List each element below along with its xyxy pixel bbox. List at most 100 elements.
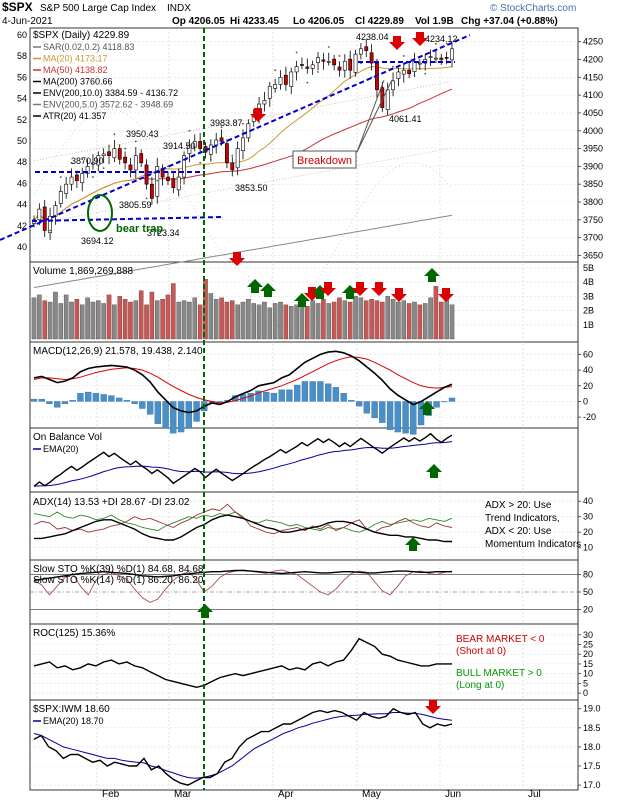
candle-body bbox=[278, 77, 283, 85]
sar-dot bbox=[370, 76, 373, 79]
header-high: Hi 4233.45 bbox=[230, 16, 279, 27]
macd-histogram-bar bbox=[317, 381, 324, 402]
atr-axis-tick-label: 46 bbox=[17, 178, 27, 188]
macd-histogram-bar bbox=[340, 393, 347, 402]
price-legend-entry: ATR(20) 41.357 bbox=[43, 111, 106, 121]
volume-bar bbox=[122, 299, 128, 340]
ratio-legend-entry: EMA(20) 18.70 bbox=[43, 716, 104, 726]
sar-dot bbox=[231, 154, 234, 157]
volume-bar bbox=[401, 300, 407, 340]
volume-bar bbox=[251, 303, 256, 340]
header-symbol: $SPX bbox=[2, 0, 33, 14]
atr-axis-tick-label: 56 bbox=[17, 72, 27, 82]
macd-histogram-bar bbox=[371, 401, 378, 419]
x-tick-label: Apr bbox=[278, 789, 294, 800]
volume-bar bbox=[224, 301, 230, 340]
down-arrow-icon bbox=[438, 288, 454, 302]
sar-dot bbox=[220, 126, 223, 129]
candle-body bbox=[112, 148, 117, 159]
up-arrow-icon bbox=[197, 604, 213, 618]
candle-body bbox=[176, 176, 181, 191]
obv-legend-entry: EMA(20) bbox=[43, 444, 79, 454]
macd-axis-tick-label: 40 bbox=[583, 365, 593, 375]
volume-bar bbox=[369, 299, 374, 340]
volume-bar bbox=[117, 296, 122, 340]
macd-histogram-bar bbox=[263, 391, 270, 402]
roc-note: (Long at 0) bbox=[456, 680, 504, 691]
volume-bar bbox=[272, 303, 278, 340]
candle-body bbox=[101, 153, 106, 156]
macd-histogram-bar bbox=[115, 397, 123, 402]
volume-bar bbox=[396, 301, 401, 340]
volume-bar bbox=[374, 300, 380, 340]
header-exchange: INDX bbox=[167, 3, 191, 14]
volume-bar bbox=[192, 297, 198, 340]
sto-axis-tick-label: 50 bbox=[583, 587, 593, 597]
price-axis-tick-label: 3800 bbox=[583, 197, 603, 207]
candle-body bbox=[107, 151, 111, 156]
adx-axis-tick-label: 30 bbox=[583, 512, 593, 522]
candle-body bbox=[219, 137, 224, 142]
sar-dot bbox=[413, 74, 416, 77]
price-annotation: 4061.41 bbox=[389, 114, 422, 124]
volume-title: Volume 1,869,269,888 bbox=[33, 266, 134, 277]
volume-bar bbox=[444, 297, 449, 340]
candle-body bbox=[342, 60, 347, 71]
price-annotation: 3983.87 bbox=[210, 118, 243, 128]
macd-histogram-bar bbox=[379, 401, 386, 423]
panel-frame-roc bbox=[29, 623, 579, 701]
volume-bar bbox=[58, 303, 64, 340]
breakdown-box bbox=[292, 150, 357, 169]
candle-body bbox=[128, 164, 133, 171]
volume-bar bbox=[37, 294, 42, 340]
candle-body bbox=[198, 141, 203, 149]
volume-bar bbox=[390, 299, 396, 340]
macd-histogram-bar bbox=[170, 401, 177, 434]
down-arrow-icon bbox=[352, 282, 368, 296]
down-arrow-icon bbox=[425, 700, 441, 714]
sar-dot bbox=[199, 161, 202, 164]
down-arrow-icon bbox=[391, 288, 407, 302]
volume-bar bbox=[235, 304, 240, 340]
panel-frame-price bbox=[29, 27, 579, 263]
volume-bar bbox=[246, 299, 251, 340]
sar-dot bbox=[102, 167, 105, 170]
price-legend-entry: SAR(0.02,0.2) 4118.83 bbox=[43, 42, 134, 52]
volume-bar bbox=[326, 303, 331, 340]
panel-frame-ratio bbox=[29, 699, 579, 791]
sar-dot bbox=[156, 179, 159, 182]
macd-histogram-bar bbox=[123, 400, 131, 402]
volume-bar bbox=[262, 301, 267, 340]
volume-bar bbox=[187, 301, 192, 340]
macd-histogram-bar bbox=[30, 398, 38, 402]
volume-bar bbox=[353, 296, 358, 340]
volume-bar bbox=[74, 299, 80, 340]
candle-body bbox=[96, 155, 101, 166]
volume-bar bbox=[197, 304, 203, 340]
volume-bar bbox=[422, 303, 428, 340]
price-legend-entry: MA(50) 4138.82 bbox=[43, 65, 108, 75]
x-tick-label: Mar bbox=[174, 789, 192, 800]
price-legend-entry: MA(200) 3760.66 bbox=[43, 77, 113, 87]
sto-axis-tick-label: 80 bbox=[583, 570, 593, 580]
sar-dot bbox=[145, 197, 148, 200]
macd-histogram-bar bbox=[131, 401, 138, 404]
volume-bar bbox=[165, 294, 171, 340]
adx-line bbox=[34, 514, 452, 543]
volume-bar bbox=[230, 300, 235, 340]
macd-histogram-bar bbox=[448, 397, 456, 402]
panel-frame-adx bbox=[29, 491, 579, 561]
candle-body bbox=[444, 57, 449, 59]
price-axis-tick-label: 4000 bbox=[583, 126, 603, 136]
header-name: S&P 500 Large Cap Index bbox=[40, 3, 156, 14]
candle-body bbox=[166, 176, 170, 181]
volume-bar bbox=[85, 297, 90, 340]
macd-histogram-bar bbox=[139, 401, 146, 409]
roc-note: BEAR MARKET < 0 bbox=[456, 634, 545, 645]
candle-body bbox=[348, 58, 353, 71]
candle-body bbox=[294, 66, 299, 73]
price-annotation: 3870.90 bbox=[71, 156, 104, 166]
volume-bar bbox=[181, 300, 187, 340]
macd-histogram-bar bbox=[54, 401, 61, 408]
x-tick-label: Jun bbox=[445, 789, 461, 800]
